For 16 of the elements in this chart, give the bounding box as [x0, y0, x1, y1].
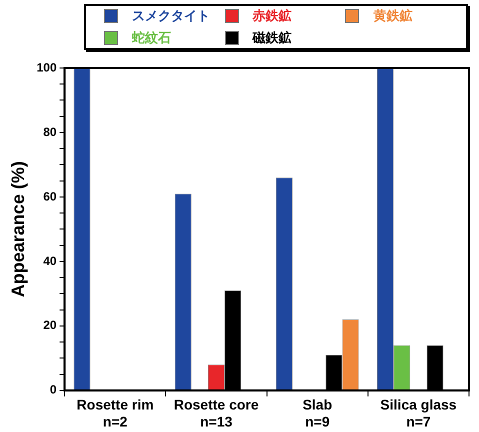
x-tick-label: Rosette core n=13 — [174, 396, 259, 430]
y-tick-label: 80 — [43, 124, 57, 139]
legend-label: スメクタイト — [132, 8, 210, 25]
x-tick-label: Silica glass n=7 — [380, 396, 457, 430]
y-tick-label: 100 — [36, 60, 57, 74]
y-tick-label: 40 — [43, 254, 57, 268]
y-axis-title: Appearance (%) — [8, 161, 28, 298]
x-tick-label: Rosette rim n=2 — [76, 396, 154, 430]
legend-label: 赤鉄鉱 — [252, 8, 292, 25]
legend-label: 蛇紋石 — [132, 30, 171, 47]
legend-label: 黄鉄鉱 — [373, 8, 412, 25]
y-tick-label: 0 — [50, 382, 57, 397]
y-tick-label: 60 — [43, 189, 57, 204]
x-tick-label: Slab n=9 — [302, 396, 332, 430]
y-tick-label: 20 — [43, 318, 57, 332]
legend-label: 磁鉄鉱 — [252, 30, 292, 47]
